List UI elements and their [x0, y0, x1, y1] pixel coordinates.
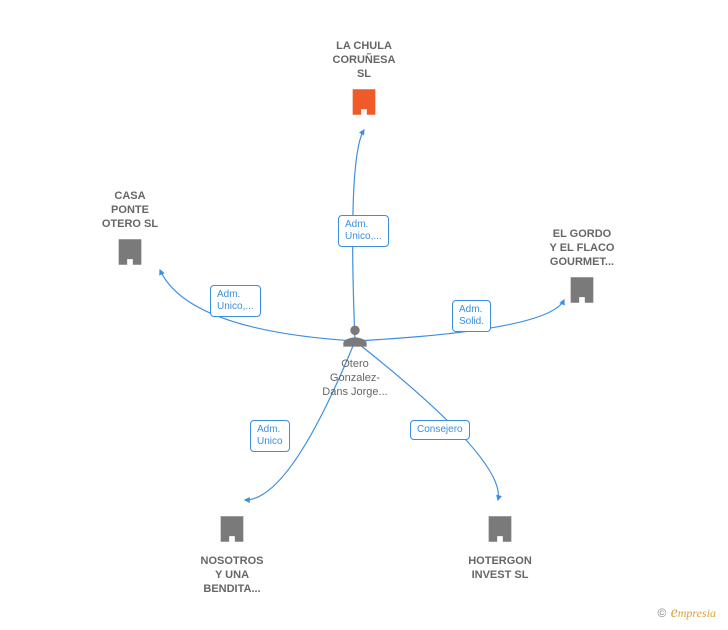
company-node-left[interactable]: CASA PONTE OTERO SL: [75, 190, 185, 274]
edge-label-bright: Consejero: [410, 420, 470, 440]
edge-label-left: Adm. Unico,...: [210, 285, 261, 317]
building-icon: [215, 512, 249, 546]
footer-brand: © empresia: [657, 604, 716, 622]
company-label: LA CHULA CORUÑESA SL: [309, 40, 419, 81]
center-person-label: Otero Gonzalez- Dans Jorge...: [315, 358, 395, 399]
building-icon: [113, 235, 147, 269]
company-label: NOSOTROS Y UNA BENDITA...: [177, 555, 287, 596]
company-label: EL GORDO Y EL FLACO GOURMET...: [527, 228, 637, 269]
company-node-bleft[interactable]: NOSOTROS Y UNA BENDITA...: [177, 512, 287, 596]
company-node-right[interactable]: EL GORDO Y EL FLACO GOURMET...: [527, 228, 637, 312]
company-label: CASA PONTE OTERO SL: [75, 190, 185, 231]
building-icon: [565, 273, 599, 307]
company-label: HOTERGON INVEST SL: [445, 555, 555, 583]
company-node-bright[interactable]: HOTERGON INVEST SL: [445, 512, 555, 583]
center-person-node[interactable]: Otero Gonzalez- Dans Jorge...: [315, 321, 395, 399]
building-icon: [483, 512, 517, 546]
building-icon: [347, 85, 381, 119]
edge-label-bleft: Adm. Unico: [250, 420, 290, 452]
company-node-top[interactable]: LA CHULA CORUÑESA SL: [309, 40, 419, 124]
edge-label-top: Adm. Unico,...: [338, 215, 389, 247]
person-icon: [341, 321, 369, 349]
edge-label-right: Adm. Solid.: [452, 300, 491, 332]
